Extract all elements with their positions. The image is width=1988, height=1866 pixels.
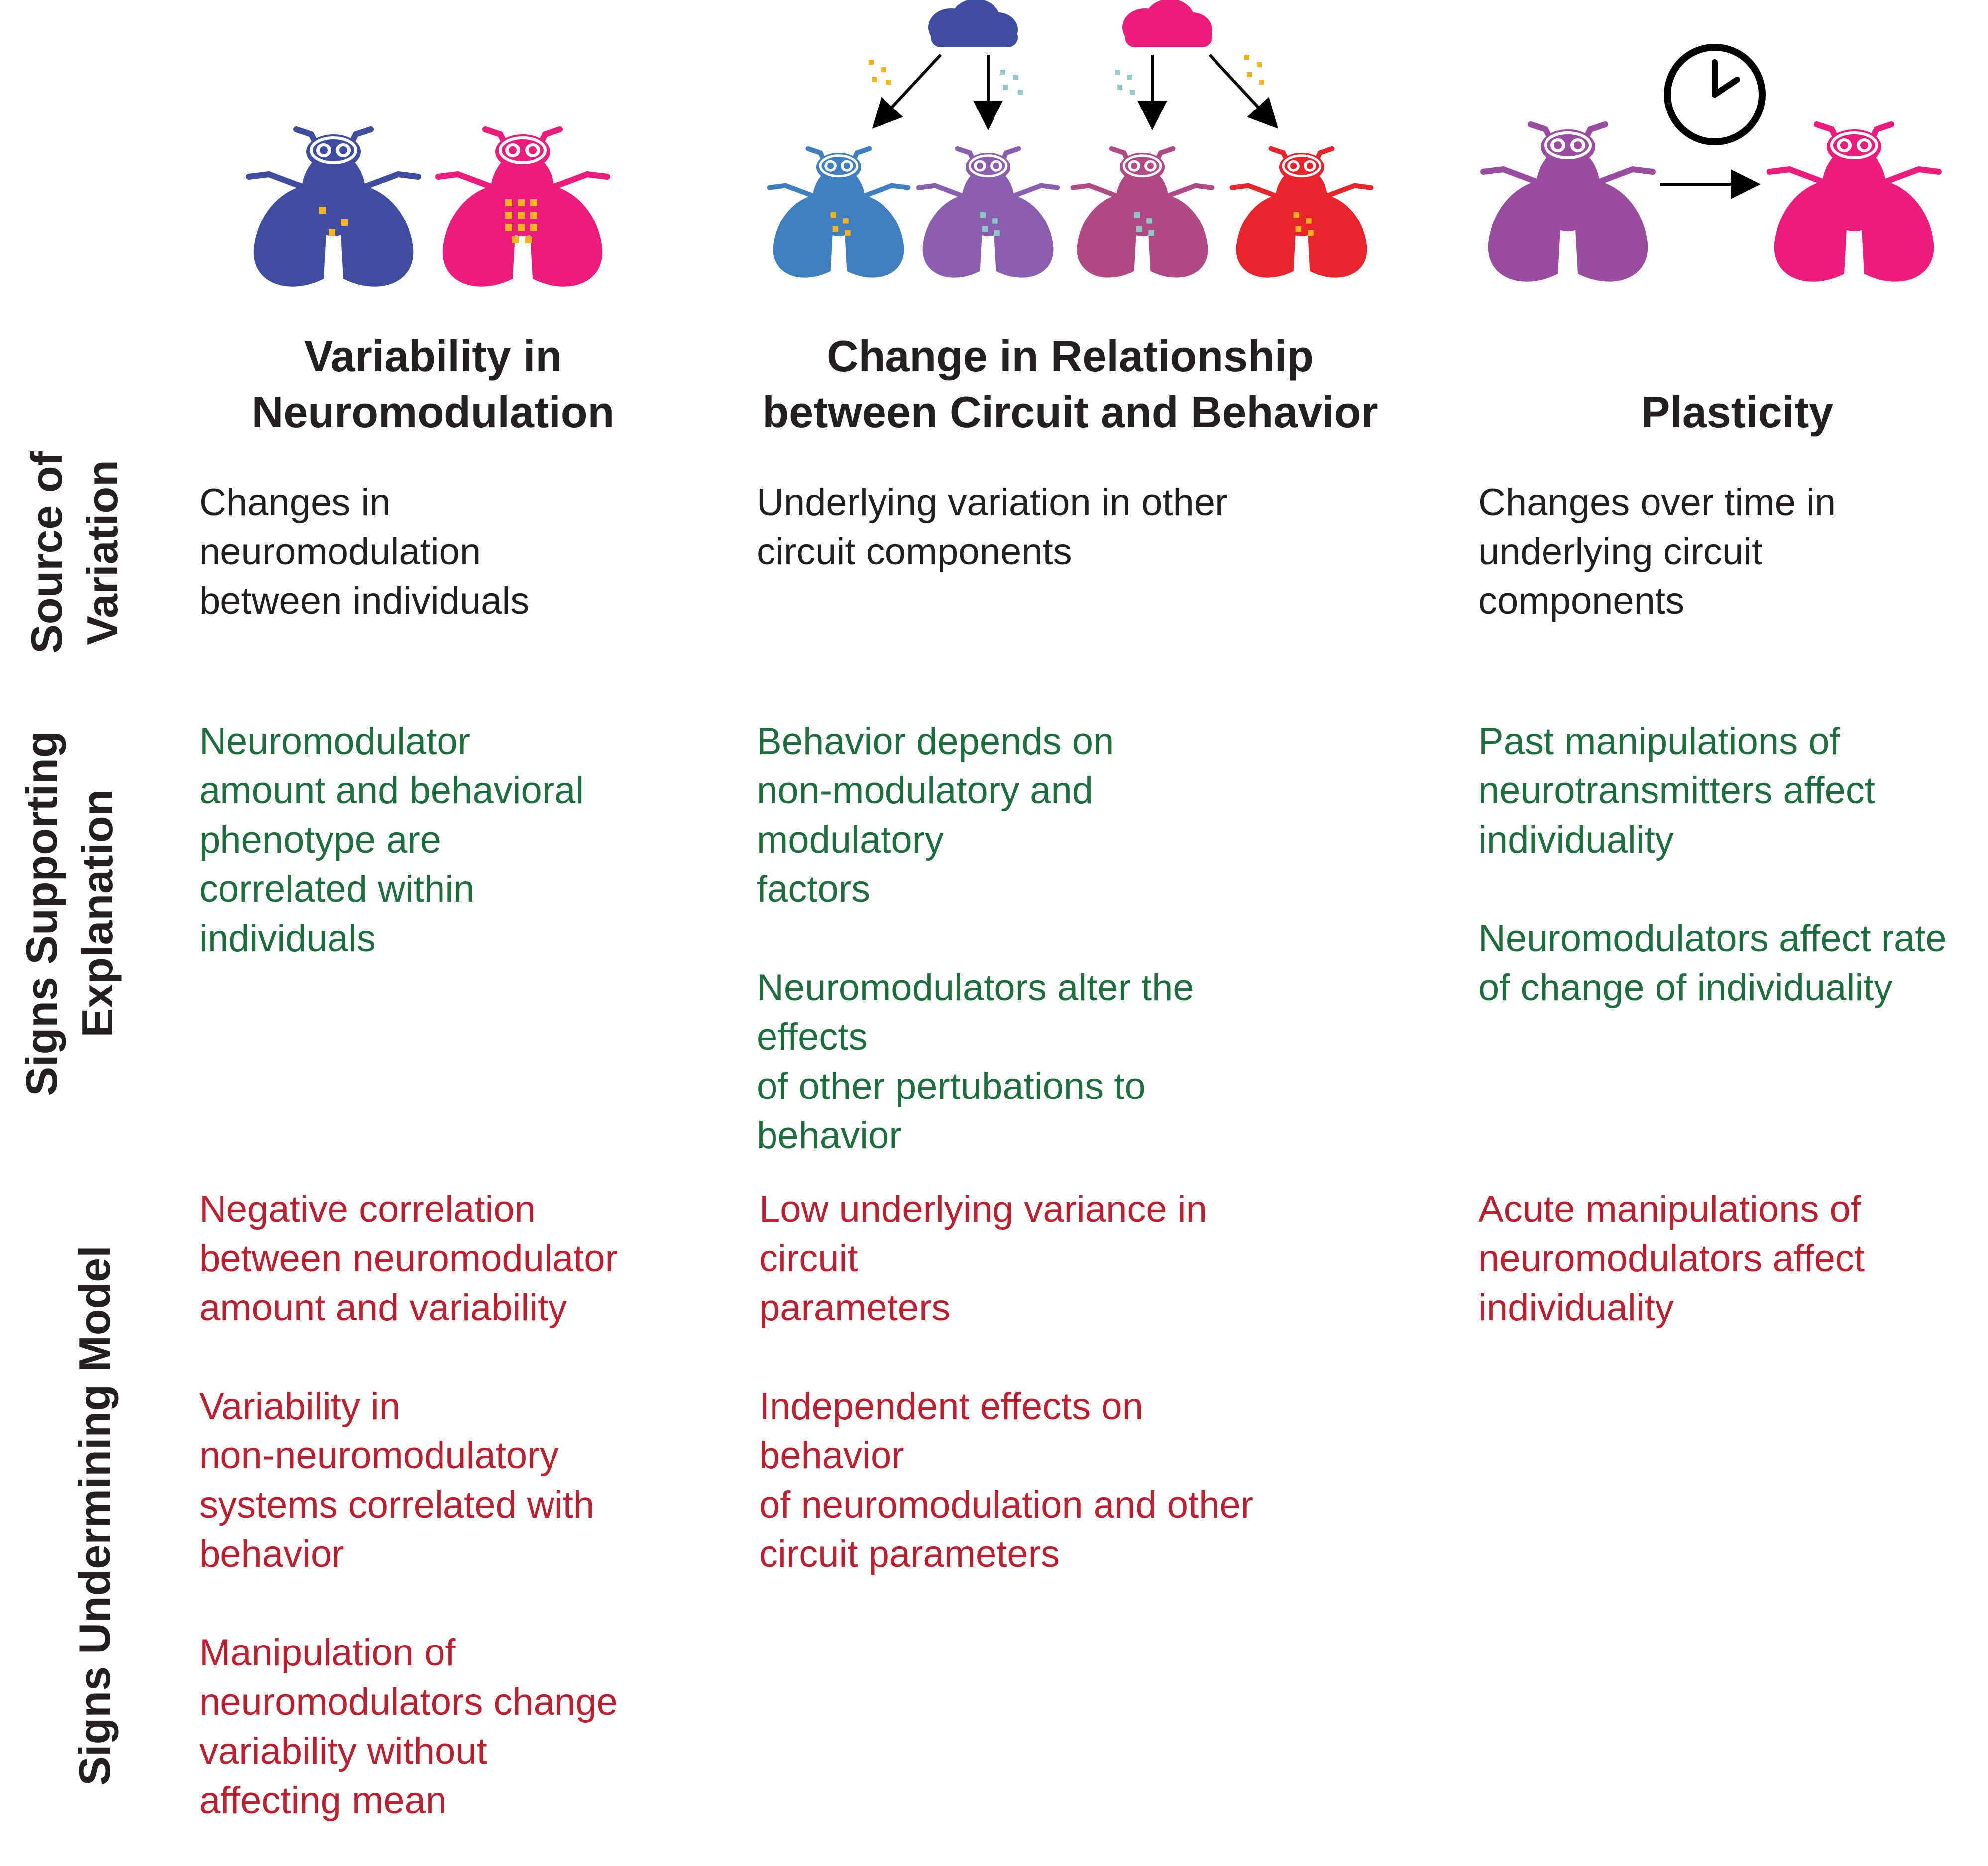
source-text: Changes in neuromodulation between indiv… [199, 481, 530, 622]
supporting-text: Neuromodulator amount and behavioral phe… [199, 720, 584, 960]
source-cell-plasticity: Changes over time in underlying circuit … [1478, 478, 1988, 626]
row-label-source: Source of Variation [22, 451, 127, 654]
column-title-plasticity: Plasticity [1641, 387, 1834, 437]
source-text: Underlying variation in other circuit co… [757, 481, 1228, 573]
fly-purple [919, 149, 1058, 278]
undermining-text: Independent effects on behavior of neuro… [759, 1385, 1253, 1575]
particles [869, 55, 1264, 95]
supporting-cell-plasticity: Past manipulations of neurotransmitters … [1478, 717, 1988, 1012]
row-label-supporting: Signs Supporting Explanation [17, 731, 122, 1096]
undermining-cell-variability: Negative correlation between neuromodula… [199, 1185, 722, 1825]
source-text: Changes over time in underlying circuit … [1478, 481, 1836, 622]
supporting-cell-relationship: Behavior depends on non-modulatory and m… [757, 717, 1279, 1160]
cloud-blue-icon [928, 0, 1018, 47]
undermining-text: Acute manipulations of neuromodulators a… [1478, 1188, 1865, 1329]
undermining-cell-plasticity: Acute manipulations of neuromodulators a… [1478, 1185, 1988, 1332]
illustration-layer [0, 0, 1988, 299]
fly-plum-before [1483, 124, 1653, 282]
undermining-text: Negative correlation between neuromodula… [199, 1188, 618, 1329]
cloud-pink-icon [1122, 0, 1212, 47]
fly-pink-after [1769, 124, 1939, 282]
supporting-text: Behavior depends on non-modulatory and m… [757, 720, 1114, 910]
undermining-cell-relationship: Low underlying variance in circuit param… [759, 1185, 1282, 1579]
clock-icon [1664, 44, 1766, 145]
supporting-text: Neuromodulators affect rate of change of… [1478, 917, 1947, 1009]
supporting-text: Past manipulations of neurotransmitters … [1478, 720, 1875, 861]
supporting-cell-variability: Neuromodulator amount and behavioral phe… [199, 717, 722, 963]
undermining-text: Manipulation of neuromodulators change v… [199, 1632, 618, 1822]
fly-red [1232, 149, 1371, 278]
undermining-text: Variability in non-neuromodulatory syste… [199, 1385, 595, 1575]
supporting-text: Neuromodulators alter the effects of oth… [757, 967, 1194, 1157]
column-title-relationship: Change in Relationship between Circuit a… [762, 331, 1378, 437]
fly-light-blue [770, 149, 908, 278]
fly-low-modulation [249, 129, 418, 287]
row-label-undermining: Signs Undermining Model [70, 1245, 119, 1786]
column-title-variability: Variability in Neuromodulation [251, 331, 615, 437]
fly-mauve [1073, 149, 1212, 278]
fly-high-modulation [438, 129, 607, 287]
source-cell-relationship: Underlying variation in other circuit co… [757, 478, 1279, 576]
undermining-text: Low underlying variance in circuit param… [759, 1188, 1207, 1329]
relationship-arrows [872, 53, 1279, 130]
source-cell-variability: Changes in neuromodulation between indiv… [199, 478, 722, 626]
